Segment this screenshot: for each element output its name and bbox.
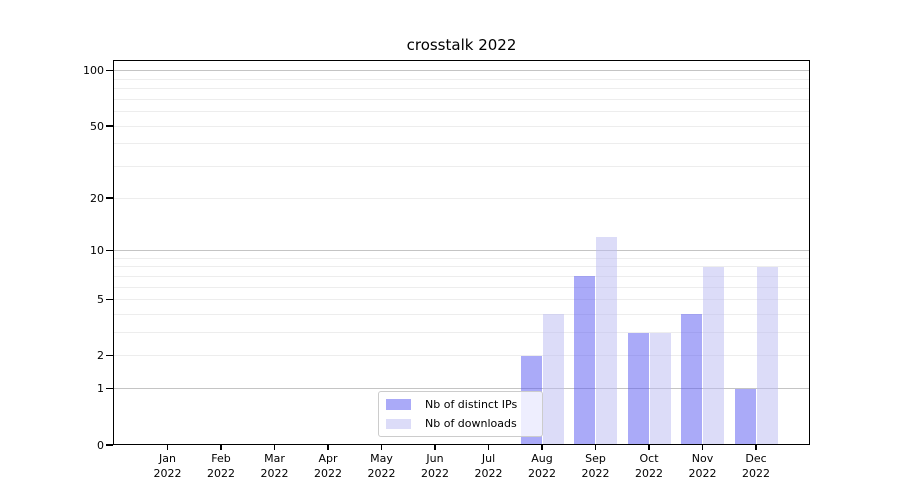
gridline (113, 78, 810, 80)
y-tick-mark (106, 388, 113, 390)
y-tick-label-20: 20 (90, 191, 104, 205)
y-tick-mark (106, 444, 113, 446)
plot-area: Nb of distinct IPs Nb of downloads (113, 60, 810, 445)
x-tick-mark (327, 445, 329, 450)
x-tick-mark (434, 445, 436, 450)
y-tick-mark (106, 197, 113, 199)
x-tick-label-oct: Oct 2022 (635, 452, 663, 480)
gridline (113, 87, 810, 89)
legend-swatch-distinct-ips (386, 399, 411, 410)
gridline (113, 299, 810, 301)
legend-swatch-downloads (386, 418, 411, 429)
legend-box: Nb of distinct IPs Nb of downloads (378, 391, 543, 437)
y-tick-mark (106, 249, 113, 252)
y-tick-label-0: 0 (97, 438, 104, 452)
x-tick-label-dec: Dec 2022 (742, 452, 770, 480)
chart-title: crosstalk 2022 (406, 36, 517, 54)
x-tick-label-jun: Jun 2022 (421, 452, 449, 480)
gridline (113, 111, 810, 112)
gridline (113, 165, 810, 167)
y-tick-label-2: 2 (97, 349, 104, 363)
x-tick-mark (755, 445, 757, 450)
gridline (113, 257, 810, 259)
gridline (113, 313, 810, 315)
x-tick-mark (594, 445, 597, 450)
x-tick-label-apr: Apr 2022 (314, 452, 342, 480)
x-tick-label-jul: Jul 2022 (474, 452, 503, 480)
gridline (113, 355, 810, 357)
gridline (113, 388, 810, 390)
y-tick-mark (106, 299, 113, 301)
gridline (113, 125, 810, 127)
x-tick-mark (541, 445, 543, 450)
x-tick-mark (487, 445, 490, 450)
x-tick-mark (380, 445, 383, 450)
x-tick-mark (648, 445, 650, 450)
x-tick-label-aug: Aug 2022 (528, 452, 556, 480)
legend-row-downloads: Nb of downloads (379, 414, 542, 434)
x-tick-mark (273, 445, 276, 450)
bar-aug-2022-nb-of-downloads (542, 314, 564, 445)
gridline (113, 249, 810, 251)
bar-dec-2022-nb-of-downloads (756, 266, 778, 445)
y-tick-label-1: 1 (97, 382, 104, 396)
x-tick-label-may: May 2022 (367, 452, 396, 480)
bar-dec-2022-nb-of-distinct-ips (734, 388, 756, 445)
x-tick-mark (166, 445, 169, 450)
gridline (113, 197, 810, 199)
y-tick-label-10: 10 (90, 243, 104, 257)
gridline (113, 275, 810, 277)
bar-sep-2022-nb-of-distinct-ips (574, 276, 595, 445)
y-tick-label-5: 5 (97, 293, 104, 307)
x-tick-label-mar: Mar 2022 (260, 452, 289, 480)
bar-oct-2022-nb-of-distinct-ips (627, 332, 649, 445)
y-tick-mark (106, 69, 113, 72)
bar-oct-2022-nb-of-downloads (649, 332, 671, 445)
legend-label-downloads: Nb of downloads (425, 417, 517, 431)
legend-label-distinct-ips: Nb of distinct IPs (425, 397, 518, 411)
x-tick-label-feb: Feb 2022 (207, 452, 235, 480)
bar-nov-2022-nb-of-distinct-ips (681, 314, 702, 445)
x-tick-label-nov: Nov 2022 (688, 452, 717, 480)
y-tick-mark (106, 355, 113, 357)
y-tick-label-50: 50 (90, 119, 104, 133)
legend-row-distinct-ips: Nb of distinct IPs (379, 395, 542, 415)
gridline (113, 70, 810, 72)
x-tick-label-sep: Sep 2022 (581, 452, 610, 480)
x-tick-label-jan: Jan 2022 (153, 452, 182, 480)
gridline (113, 98, 810, 100)
y-tick-label-100: 100 (83, 64, 104, 78)
gridline (113, 286, 810, 288)
gridline (113, 266, 810, 268)
x-tick-mark (701, 445, 704, 450)
bar-sep-2022-nb-of-downloads (596, 236, 617, 445)
bar-nov-2022-nb-of-downloads (703, 266, 724, 445)
y-tick-mark (106, 125, 113, 127)
gridline (113, 143, 810, 145)
gridline (113, 332, 810, 334)
x-tick-mark (220, 445, 222, 450)
